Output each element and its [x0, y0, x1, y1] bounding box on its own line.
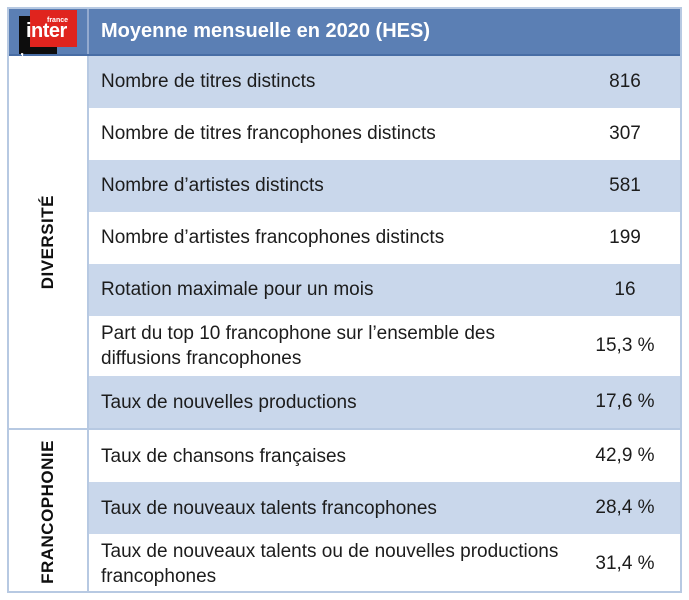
statistics-table: france inter ‚ Moyenne mensuelle en 2020…	[7, 7, 682, 593]
row-value: 31,4 %	[595, 553, 655, 575]
table-row: Rotation maximale pour un mois 16	[89, 264, 680, 316]
section-label: DIVERSITÉ	[38, 194, 57, 290]
row-value: 16	[614, 279, 636, 300]
logo-red-square	[30, 10, 77, 47]
row-value: 42,9 %	[595, 445, 655, 467]
row-label: Part du top 10 francophone sur l’ensembl…	[101, 323, 495, 370]
row-value: 17,6 %	[595, 391, 655, 413]
section-rows: Taux de chansons françaises 42,9 % Taux de…	[89, 430, 680, 591]
logo-brand-top: france	[47, 17, 69, 24]
section-label-cell: FRANCOPHONIE	[9, 430, 89, 591]
logo-cell: france inter ‚	[9, 9, 89, 58]
section-label-cell: DIVERSITÉ	[9, 56, 89, 429]
row-value: 581	[609, 175, 641, 196]
france-inter-logo: france inter ‚	[19, 10, 77, 58]
table-row: Nombre de titres distincts 816	[89, 56, 680, 108]
row-label: Taux de nouveaux talents ou de nouvelles…	[101, 541, 559, 588]
row-label: Rotation maximale pour un mois	[101, 279, 374, 301]
row-label: Nombre de titres francophones distincts	[101, 123, 436, 145]
table-section: DIVERSITÉ Nombre de titres distincts 816 No…	[9, 56, 680, 429]
row-label: Taux de chansons françaises	[101, 445, 347, 467]
table-row: Nombre d’artistes francophones distincts…	[89, 212, 680, 264]
table-row: Nombre de titres francophones distincts 3…	[89, 108, 680, 160]
row-value: 15,3 %	[595, 335, 655, 357]
logo-quote-mark: ‚	[20, 42, 25, 59]
table-title: Moyenne mensuelle en 2020 (HES)	[101, 20, 431, 42]
row-value: 307	[609, 123, 641, 144]
table-body: DIVERSITÉ Nombre de titres distincts 816 No…	[9, 56, 680, 591]
table-row: Part du top 10 francophone sur l’ensembl…	[89, 316, 680, 377]
table-section: FRANCOPHONIE Taux de chansons françaises 4…	[9, 428, 680, 591]
table-row: Taux de nouveaux talents ou de nouvelles…	[89, 534, 680, 591]
row-value: 199	[609, 227, 641, 248]
row-value: 816	[609, 71, 641, 92]
table-row: Taux de chansons françaises 42,9 %	[89, 430, 680, 483]
table-row: Nombre d’artistes distincts 581	[89, 160, 680, 212]
row-label: Nombre d’artistes francophones distincts	[101, 227, 445, 249]
logo-brand-main: inter	[26, 20, 67, 42]
section-label: FRANCOPHONIE	[38, 440, 57, 585]
row-label: Nombre d’artistes distincts	[101, 175, 324, 197]
row-label: Taux de nouvelles productions	[101, 391, 357, 413]
table-header: france inter ‚ Moyenne mensuelle en 2020…	[9, 9, 680, 58]
table-row: Taux de nouveaux talents francophones 28,…	[89, 482, 680, 535]
table-row: Taux de nouvelles productions 17,6 %	[89, 376, 680, 429]
row-label: Nombre de titres distincts	[101, 71, 316, 93]
row-label: Taux de nouveaux talents francophones	[101, 497, 437, 519]
row-value: 28,4 %	[595, 497, 655, 519]
section-rows: Nombre de titres distincts 816 Nombre de t…	[89, 56, 680, 429]
